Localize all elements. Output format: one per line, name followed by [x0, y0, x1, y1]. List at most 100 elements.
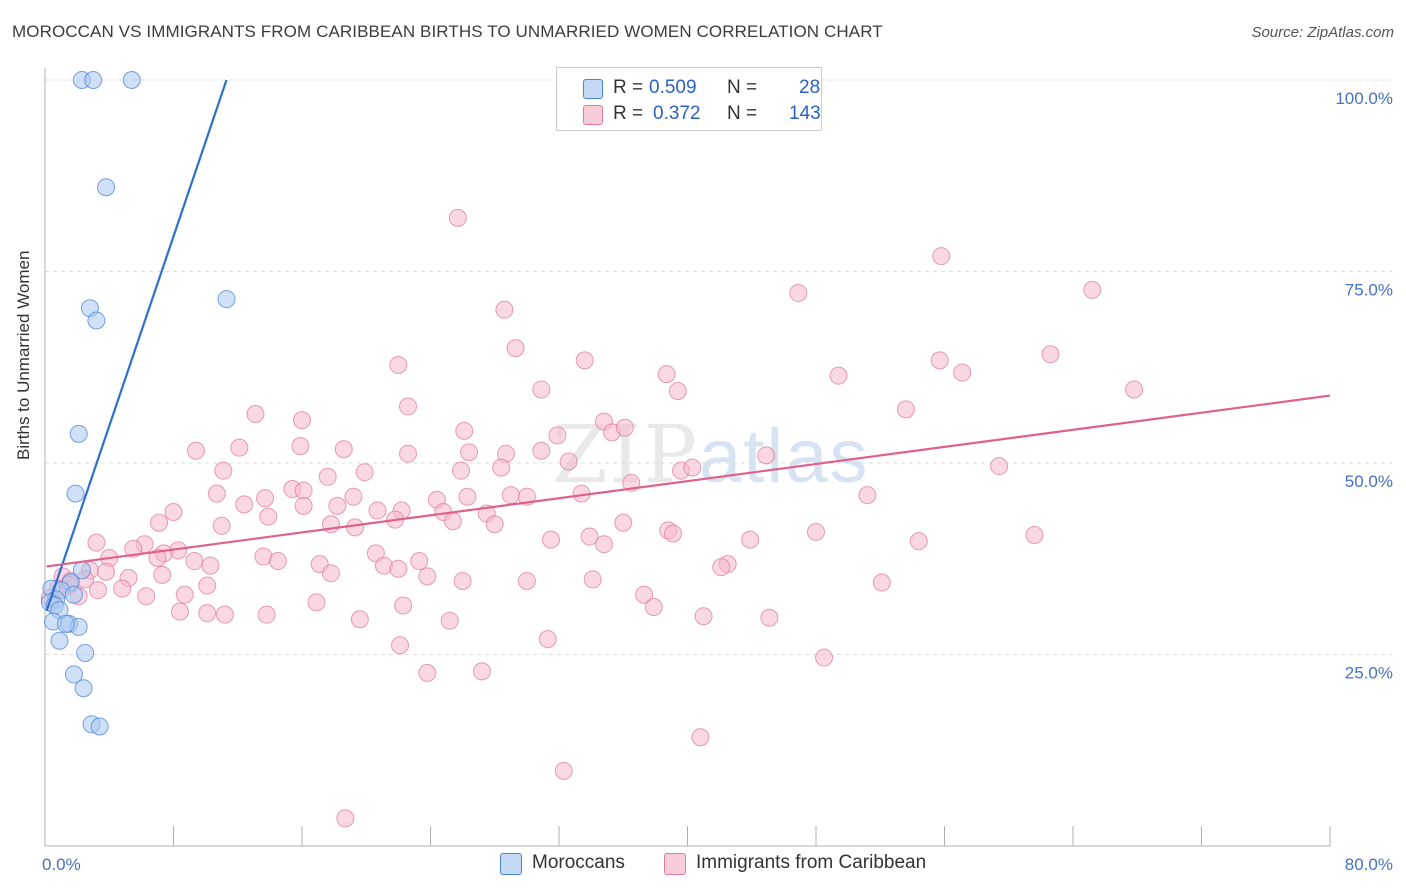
- point-moroccans: [64, 665, 83, 684]
- point-caribbean: [175, 585, 194, 604]
- point-caribbean: [350, 610, 369, 629]
- point-caribbean: [501, 486, 520, 505]
- point-caribbean: [443, 512, 462, 531]
- trend-line-caribbean: [46, 394, 1331, 568]
- point-moroccans: [66, 484, 85, 503]
- point-caribbean: [614, 513, 633, 532]
- y-axis-label: Births to Unmarried Women: [14, 250, 33, 460]
- point-caribbean: [389, 355, 408, 374]
- trend-line-moroccans: [45, 79, 228, 612]
- point-caribbean: [153, 565, 172, 584]
- point-caribbean: [538, 630, 557, 649]
- point-caribbean: [87, 533, 106, 552]
- point-caribbean: [440, 611, 459, 630]
- legend-label-caribbean: Immigrants from Caribbean: [696, 852, 927, 873]
- point-caribbean: [291, 437, 310, 456]
- point-caribbean: [328, 496, 347, 515]
- point-caribbean: [418, 663, 437, 682]
- point-caribbean: [368, 501, 387, 520]
- point-caribbean: [741, 530, 760, 549]
- point-caribbean: [355, 463, 374, 482]
- point-caribbean: [789, 283, 808, 302]
- point-moroccans: [50, 631, 69, 650]
- point-caribbean: [256, 489, 275, 508]
- point-caribbean: [694, 607, 713, 626]
- legend-n-label: N =: [727, 103, 758, 124]
- point-caribbean: [495, 300, 514, 319]
- legend-r-value: 0.509: [649, 77, 697, 98]
- point-caribbean: [453, 571, 472, 590]
- series-caribbean: [40, 208, 1144, 828]
- x-tick-label: 0.0%: [42, 855, 81, 874]
- point-moroccans: [90, 717, 109, 736]
- point-moroccans: [87, 311, 106, 330]
- point-moroccans: [217, 290, 236, 309]
- point-caribbean: [506, 339, 525, 358]
- point-caribbean: [1083, 280, 1102, 299]
- series-moroccans: [40, 71, 236, 736]
- point-caribbean: [334, 440, 353, 459]
- y-tick-label: 25.0%: [1345, 664, 1393, 683]
- point-caribbean: [575, 351, 594, 370]
- point-caribbean: [294, 496, 313, 515]
- point-caribbean: [932, 247, 951, 266]
- point-caribbean: [472, 662, 491, 681]
- legend-swatch-moroccans: [583, 79, 603, 99]
- point-caribbean: [230, 438, 249, 457]
- point-caribbean: [896, 400, 915, 419]
- point-caribbean: [953, 363, 972, 382]
- axes: [44, 68, 1331, 847]
- point-caribbean: [89, 581, 108, 600]
- legend-r-label: R =: [613, 103, 644, 124]
- point-caribbean: [517, 571, 536, 590]
- point-caribbean: [212, 516, 231, 535]
- legend-label-moroccans: Moroccans: [532, 852, 625, 873]
- legend-swatch-caribbean: [664, 853, 686, 875]
- point-caribbean: [760, 608, 779, 627]
- point-moroccans: [97, 178, 116, 197]
- point-caribbean: [580, 527, 599, 546]
- point-caribbean: [198, 604, 217, 623]
- point-caribbean: [930, 351, 949, 370]
- point-moroccans: [56, 614, 75, 633]
- point-caribbean: [541, 530, 560, 549]
- point-caribbean: [485, 515, 504, 534]
- point-caribbean: [583, 570, 602, 589]
- point-moroccans: [76, 643, 95, 662]
- point-caribbean: [1125, 380, 1144, 399]
- point-caribbean: [418, 567, 437, 586]
- correlation-legend: R = 0.509 N = 28 R = 0.372 N = 143: [556, 67, 822, 131]
- point-caribbean: [97, 562, 116, 581]
- point-caribbean: [336, 809, 355, 828]
- point-caribbean: [185, 552, 204, 571]
- point-caribbean: [399, 444, 418, 463]
- y-tick-label: 50.0%: [1345, 472, 1393, 491]
- point-caribbean: [268, 552, 287, 571]
- point-caribbean: [235, 495, 254, 514]
- legend-r-label: R =: [613, 77, 644, 98]
- point-caribbean: [990, 457, 1009, 476]
- source-label: Source: ZipAtlas.com: [1251, 24, 1394, 41]
- legend-swatch-moroccans: [500, 853, 522, 875]
- point-caribbean: [1041, 345, 1060, 364]
- y-tick-label: 75.0%: [1345, 281, 1393, 300]
- point-caribbean: [594, 535, 613, 554]
- point-caribbean: [124, 539, 143, 558]
- point-caribbean: [554, 761, 573, 780]
- point-moroccans: [122, 71, 141, 89]
- point-caribbean: [321, 564, 340, 583]
- point-caribbean: [170, 602, 189, 621]
- point-moroccans: [69, 424, 88, 443]
- point-caribbean: [532, 380, 551, 399]
- point-caribbean: [148, 548, 167, 567]
- point-caribbean: [712, 558, 731, 577]
- legend-r-value: 0.372: [653, 103, 701, 124]
- point-caribbean: [259, 507, 278, 526]
- point-caribbean: [829, 366, 848, 385]
- point-caribbean: [807, 522, 825, 541]
- tick-labels: 25.0% 50.0% 75.0% 100.0% 0.0% 80.0%: [42, 89, 1393, 874]
- point-caribbean: [664, 524, 683, 543]
- point-caribbean: [452, 461, 471, 480]
- point-caribbean: [644, 598, 663, 617]
- point-moroccans: [84, 71, 103, 89]
